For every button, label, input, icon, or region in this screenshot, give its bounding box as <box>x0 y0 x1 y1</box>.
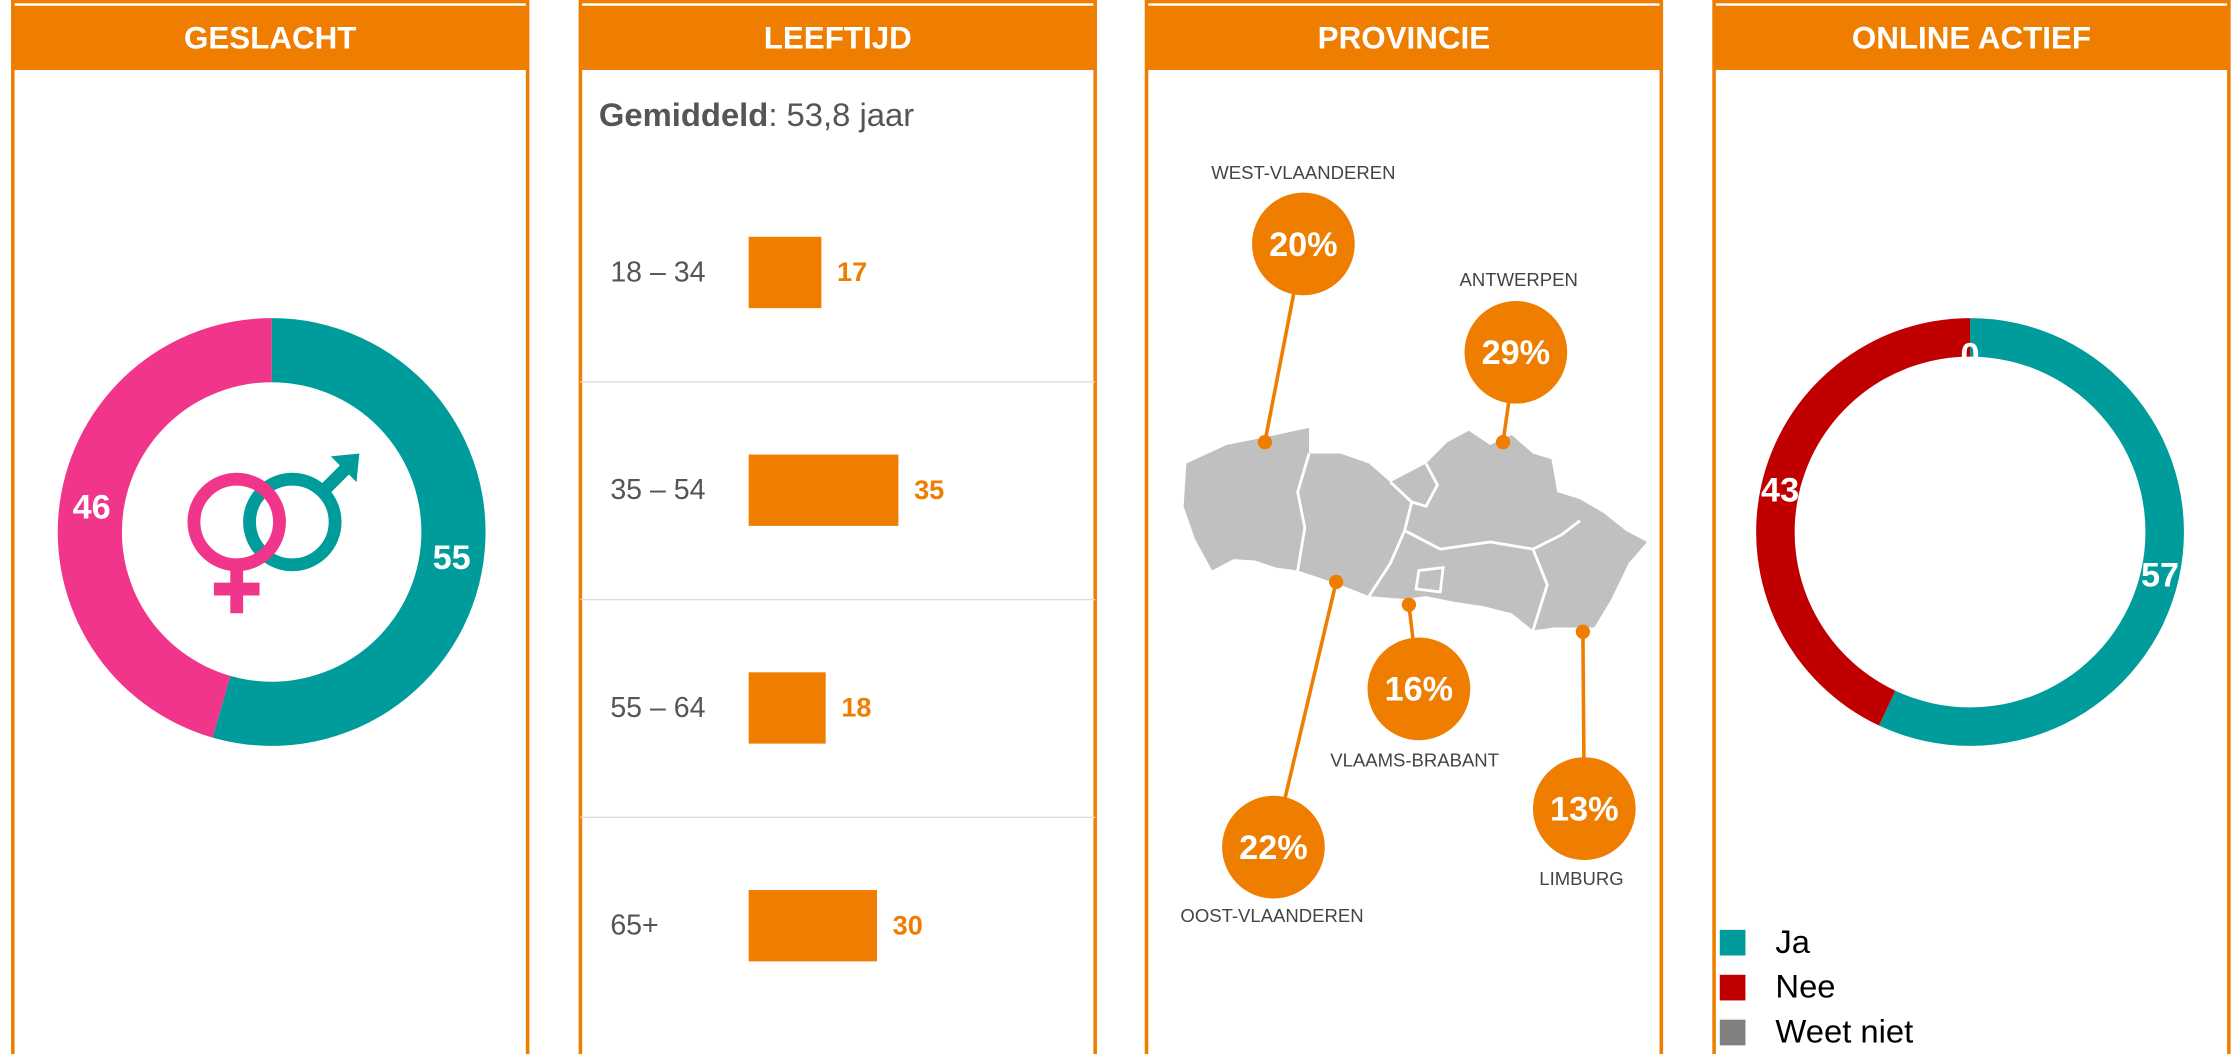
bar <box>748 890 878 962</box>
slice-label: 43 <box>1761 471 1799 509</box>
donut-slice <box>1756 318 1971 726</box>
panel <box>578 0 1097 1059</box>
map-shape <box>1183 427 1648 631</box>
category-label: 55 – 64 <box>610 692 705 724</box>
panel-title: LEEFTIJD <box>764 20 912 55</box>
slice-label: 0 <box>1961 336 1980 374</box>
panel <box>1712 0 2231 1059</box>
donut-slice <box>212 318 486 746</box>
slice-label: 55 <box>433 539 471 577</box>
annotation-text: : 53,8 jaar <box>768 96 914 133</box>
value-label: 20% <box>1269 226 1338 264</box>
value-label: 29% <box>1482 334 1551 372</box>
province-label: LIMBURG <box>1539 868 1623 889</box>
legend-label: Weet niet <box>1775 1013 1913 1050</box>
panel-header <box>11 5 530 70</box>
province-label: OOST-VLAANDEREN <box>1180 905 1363 926</box>
category-label: 65+ <box>610 910 658 942</box>
donut-slice <box>1878 318 2184 746</box>
value-bubble <box>1252 192 1355 296</box>
donut-slice <box>57 318 272 738</box>
value-label: 18 <box>841 692 871 723</box>
legend-label: Ja <box>1775 923 1810 960</box>
value-bubble <box>1222 795 1325 899</box>
value-label: 16% <box>1385 671 1454 709</box>
gender-icon <box>187 453 360 614</box>
panel-title: PROVINCIE <box>1318 20 1491 55</box>
value-label: 22% <box>1239 829 1308 867</box>
province-label: WEST-VLAANDEREN <box>1211 162 1395 183</box>
leader-dot <box>1575 624 1591 639</box>
panel-title: GESLACHT <box>184 20 356 55</box>
slice-label: 57 <box>2141 556 2179 594</box>
leader-dot <box>1401 597 1417 612</box>
leader-dot <box>1257 435 1273 450</box>
panel-header <box>1712 5 2231 70</box>
bar <box>748 672 826 744</box>
value-bubble <box>1464 300 1568 404</box>
slice-label: 46 <box>73 489 111 527</box>
annotation-label: Gemiddeld <box>599 96 768 133</box>
panel-title: ONLINE ACTIEF <box>1852 20 2091 55</box>
legend-swatch <box>1719 1019 1746 1046</box>
value-label: 13% <box>1550 791 1619 829</box>
province-label: VLAAMS-BRABANT <box>1330 749 1499 770</box>
province-label: ANTWERPEN <box>1460 269 1578 290</box>
panel-header <box>1145 5 1663 70</box>
panel-header <box>578 5 1097 70</box>
value-label: 35 <box>914 474 944 505</box>
legend-swatch <box>1719 929 1746 956</box>
value-bubble <box>1532 757 1636 860</box>
annotation: Gemiddeld: 53,8 jaar <box>599 96 914 133</box>
value-bubble <box>1367 637 1471 741</box>
bar <box>748 236 822 309</box>
category-label: 18 – 34 <box>610 256 705 288</box>
value-label: 17 <box>837 256 867 287</box>
legend-swatch <box>1719 974 1746 1001</box>
bar <box>748 454 899 526</box>
category-label: 35 – 54 <box>610 474 705 506</box>
legend-label: Nee <box>1775 968 1835 1005</box>
value-label: 30 <box>893 909 923 940</box>
leader-dot <box>1495 435 1511 450</box>
leader-dot <box>1329 574 1344 590</box>
